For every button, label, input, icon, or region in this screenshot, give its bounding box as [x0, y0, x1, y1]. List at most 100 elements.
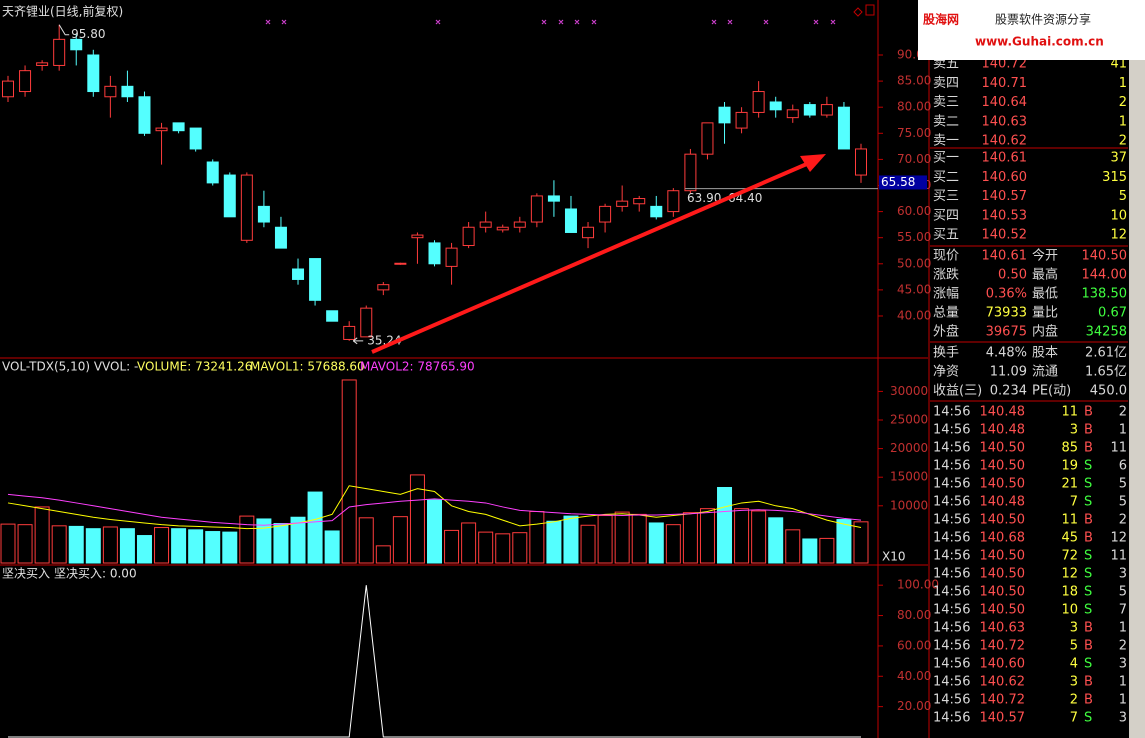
quote-text: 85	[1061, 441, 1078, 456]
quote-text: 140.50	[980, 441, 1026, 456]
volume-bar	[136, 535, 152, 564]
quote-text: 14:56	[933, 567, 970, 582]
volume-bar	[682, 512, 698, 564]
quote-text: 140.62	[980, 675, 1026, 690]
quote-text: 1.65亿	[1085, 365, 1127, 380]
quote-text: 140.68	[980, 531, 1026, 546]
quote-text: 73933	[986, 306, 1027, 321]
y-tick-label: 40.00	[897, 308, 931, 322]
level-low-label: 63.90	[687, 191, 721, 205]
quote-text: B	[1084, 621, 1093, 636]
candle-body	[343, 325, 356, 340]
quote-text: 12	[1061, 567, 1078, 582]
quote-text: 现价	[933, 249, 959, 264]
quote-text: 140.50	[1082, 249, 1128, 264]
quote-text: 14:56	[933, 513, 970, 528]
indicator-name: VOL-TDX(5,10) VVOL: -	[2, 360, 138, 374]
quote-text: 卖四	[933, 76, 959, 91]
quote-text: 买四	[933, 208, 959, 223]
candle-body	[667, 190, 680, 213]
y-tick-label: 50.00	[897, 256, 931, 270]
candle-body	[701, 122, 714, 155]
candle-body	[479, 221, 492, 228]
quote-text: 140.57	[980, 711, 1026, 726]
mavol2-label: MAVOL2: 78765.90	[360, 360, 475, 374]
volume-bar	[68, 525, 84, 564]
quote-text: 21	[1061, 477, 1078, 492]
quote-text: 5	[1119, 189, 1127, 204]
candle-body	[121, 85, 134, 98]
candle-body	[309, 258, 322, 301]
candle-body	[837, 106, 850, 150]
y-tick-label: 100.00	[897, 578, 939, 592]
volume-bar	[819, 537, 835, 564]
volume-bar	[546, 520, 562, 564]
quote-text: 3	[1070, 675, 1078, 690]
volume-bar	[102, 526, 118, 564]
quote-text: 14:56	[933, 549, 970, 564]
quote-text: B	[1084, 675, 1093, 690]
quote-text: S	[1084, 495, 1092, 510]
quote-text: 18	[1061, 585, 1078, 600]
quote-text: 14:56	[933, 603, 970, 618]
quote-text: 140.52	[982, 228, 1028, 243]
quote-text: S	[1084, 459, 1092, 474]
quote-text: 140.48	[980, 495, 1026, 510]
quote-text: B	[1084, 693, 1093, 708]
volume-bar	[51, 525, 67, 564]
quote-text: 卖三	[933, 95, 959, 110]
quote-text: 11	[1061, 513, 1078, 528]
quote-text: 10	[1061, 603, 1078, 618]
quote-text: 3	[1119, 567, 1127, 582]
side-toolbar[interactable]	[1129, 0, 1145, 738]
quote-text: 140.63	[980, 621, 1026, 636]
quote-text: 14:56	[933, 621, 970, 636]
quote-text: 0.234	[990, 384, 1027, 399]
quote-text: 72	[1061, 549, 1078, 564]
y-tick-label: 25000	[890, 413, 928, 427]
quote-text: 140.60	[982, 170, 1028, 185]
y-tick-label: 10000	[890, 498, 928, 512]
quote-text: 涨幅	[933, 287, 959, 302]
candle-body	[547, 195, 560, 202]
quote-text: 14:56	[933, 585, 970, 600]
volume-bar	[392, 516, 408, 564]
candle-body	[53, 38, 66, 66]
quote-text: 7	[1070, 711, 1078, 726]
mavol1-label: MAVOL1: 57688.60	[250, 360, 365, 374]
volume-bar	[597, 515, 613, 564]
ma-line	[7, 485, 862, 530]
quote-text: 涨跌	[933, 267, 959, 283]
quote-text: S	[1084, 567, 1092, 582]
unit-label: X10	[882, 550, 906, 564]
quote-text: 140.72	[980, 639, 1026, 654]
candle-body	[786, 109, 799, 119]
quote-text: 140.61	[982, 151, 1028, 166]
signal-crosses	[265, 19, 836, 25]
quote-text: 1	[1119, 423, 1127, 438]
quote-text: 11	[1110, 441, 1127, 456]
quote-text: 140.50	[980, 585, 1026, 600]
volume-bar	[768, 517, 784, 564]
candle-body	[513, 221, 526, 228]
candle-body	[257, 205, 270, 223]
quote-text: 140.50	[980, 603, 1026, 618]
quote-text: 最低	[1032, 287, 1058, 302]
quote-text: 1	[1119, 114, 1127, 129]
quote-text: 140.50	[980, 477, 1026, 492]
diamond-icon	[853, 7, 863, 17]
quote-text: 140.48	[980, 423, 1026, 438]
quote-text: 14:56	[933, 459, 970, 474]
quote-text: B	[1084, 531, 1093, 546]
volume-bar	[171, 528, 187, 564]
quote-text: 买二	[933, 170, 959, 185]
quote-text: 14:56	[933, 675, 970, 690]
window-icon[interactable]	[865, 4, 875, 16]
candle-body	[445, 247, 458, 267]
quote-text: 3	[1119, 711, 1127, 726]
quote-text: B	[1084, 423, 1093, 438]
candle-body	[735, 111, 748, 129]
volume-bar	[188, 529, 204, 564]
quote-text: 净资	[933, 365, 959, 380]
